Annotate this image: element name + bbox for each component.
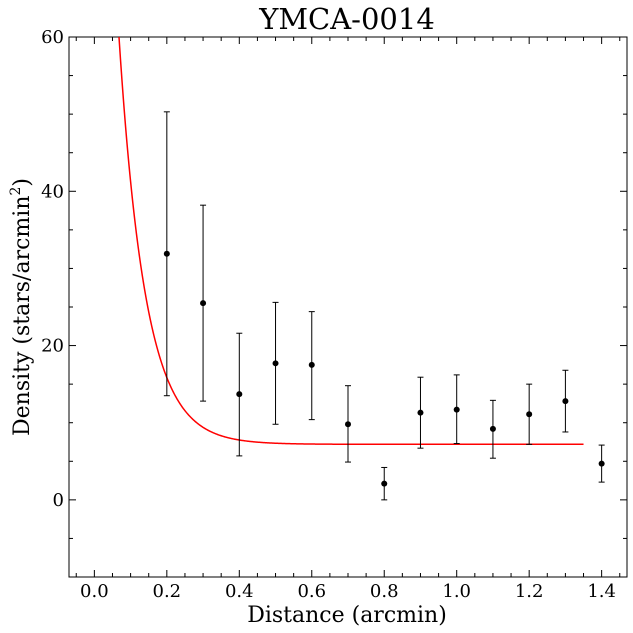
- data-point: [526, 411, 533, 418]
- x-tick-labels: 0.0 0.2 0.4 0.6 0.8 1.0 1.2 1.4: [80, 581, 616, 602]
- data-point-group: [308, 311, 315, 421]
- axis-ticks: [69, 36, 627, 578]
- y-axis-label-close: ): [10, 178, 35, 187]
- y-tick-label: 40: [41, 181, 64, 202]
- x-tick-label: 1.0: [442, 581, 471, 602]
- data-point: [489, 425, 496, 432]
- data-point: [381, 480, 388, 487]
- chart-title: YMCA-0014: [258, 2, 435, 36]
- data-point-group: [236, 332, 243, 457]
- plot-frame: [68, 36, 628, 578]
- data-point-group: [562, 369, 569, 433]
- data-point-group: [345, 385, 351, 463]
- x-tick-label: 0.8: [370, 581, 399, 602]
- data-point-group: [200, 204, 207, 402]
- y-tick-label: 20: [41, 336, 64, 357]
- data-point-group: [526, 383, 533, 445]
- y-tick-labels: 0 20 40 60: [41, 27, 64, 511]
- x-tick-label: 0.4: [225, 581, 254, 602]
- data-point: [598, 460, 605, 467]
- data-point: [163, 250, 170, 257]
- data-point-group: [381, 466, 388, 501]
- data-point-group: [453, 374, 460, 445]
- data-point: [272, 360, 279, 367]
- x-tick-label: 1.4: [587, 581, 616, 602]
- x-axis-label: Distance (arcmin): [247, 603, 447, 628]
- data-point-group: [417, 376, 424, 449]
- data-point: [562, 398, 569, 405]
- data-point-group: [598, 444, 605, 483]
- fit-curve-group: [118, 37, 584, 446]
- data-point: [345, 421, 351, 428]
- data-point: [417, 409, 424, 416]
- x-tick-label: 1.2: [515, 581, 544, 602]
- data-point: [200, 300, 207, 307]
- y-tick-label: 60: [41, 27, 64, 48]
- x-tick-label: 0.0: [80, 581, 109, 602]
- y-tick-label: 0: [53, 490, 64, 511]
- x-tick-label: 0.2: [153, 581, 182, 602]
- data-point-group: [489, 399, 496, 459]
- plot-area: [68, 36, 628, 578]
- data-point: [453, 406, 460, 413]
- fit-curve: [118, 37, 584, 446]
- data-point: [236, 391, 243, 398]
- x-tick-label: 0.6: [297, 581, 326, 602]
- y-axis-label-main: Density (stars/arcmin: [10, 196, 35, 437]
- data-point-group: [272, 301, 279, 425]
- data-points-group: [163, 111, 605, 501]
- data-point-group: [163, 111, 170, 397]
- y-axis-label: Density (stars/arcmin2): [8, 178, 35, 436]
- y-axis-label-superscript: 2: [8, 187, 24, 196]
- data-point: [308, 361, 315, 368]
